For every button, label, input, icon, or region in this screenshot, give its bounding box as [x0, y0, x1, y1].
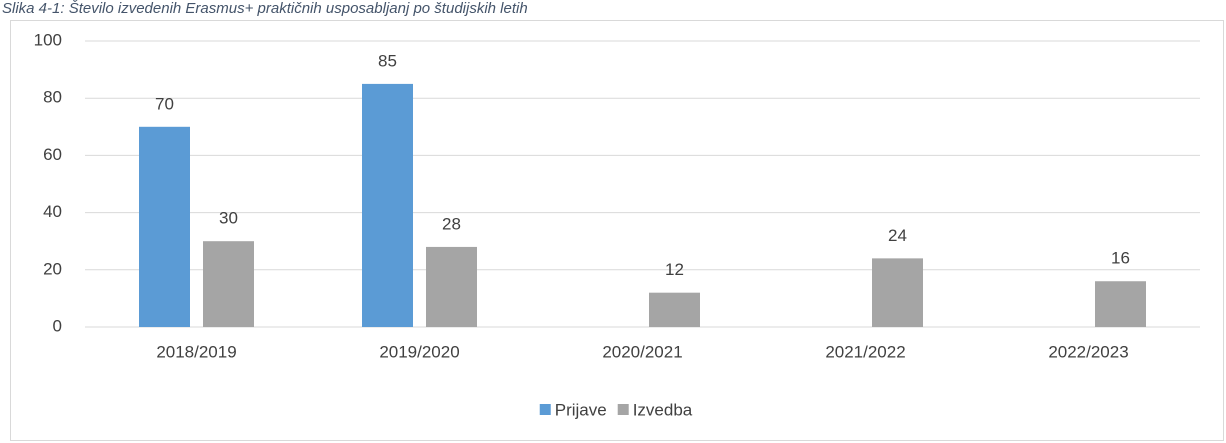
- data-label: 24: [888, 226, 907, 245]
- bar: [1095, 281, 1146, 327]
- bar: [649, 292, 700, 327]
- x-tick-label: 2020/2021: [602, 342, 682, 361]
- x-tick-label: 2018/2019: [156, 342, 236, 361]
- legend-swatch: [539, 404, 551, 415]
- bar: [426, 246, 477, 327]
- y-tick-label: 60: [43, 145, 62, 164]
- legend-label: Izvedba: [633, 400, 693, 419]
- bar: [362, 83, 413, 328]
- x-tick-label: 2021/2022: [825, 342, 905, 361]
- data-label: 12: [665, 260, 684, 279]
- y-tick-label: 20: [43, 259, 62, 278]
- x-tick-label: 2022/2023: [1048, 342, 1128, 361]
- data-label: 28: [442, 214, 461, 233]
- y-tick-label: 100: [34, 30, 62, 49]
- chart-title: Slika 4-1: Število izvedenih Erasmus+ pr…: [2, 0, 528, 17]
- x-tick-label: 2019/2020: [379, 342, 459, 361]
- chart-frame: [10, 20, 1224, 441]
- y-tick-label: 40: [43, 202, 62, 221]
- y-tick-label: 0: [53, 316, 62, 335]
- data-label: 85: [378, 51, 397, 70]
- data-label: 70: [155, 94, 174, 113]
- bar: [203, 241, 254, 327]
- data-label: 16: [1111, 249, 1130, 268]
- legend-label: Prijave: [555, 400, 607, 419]
- bar: [872, 258, 923, 327]
- bar: [139, 126, 190, 327]
- data-label: 30: [219, 209, 238, 228]
- y-tick-label: 80: [43, 88, 62, 107]
- legend-swatch: [617, 404, 629, 415]
